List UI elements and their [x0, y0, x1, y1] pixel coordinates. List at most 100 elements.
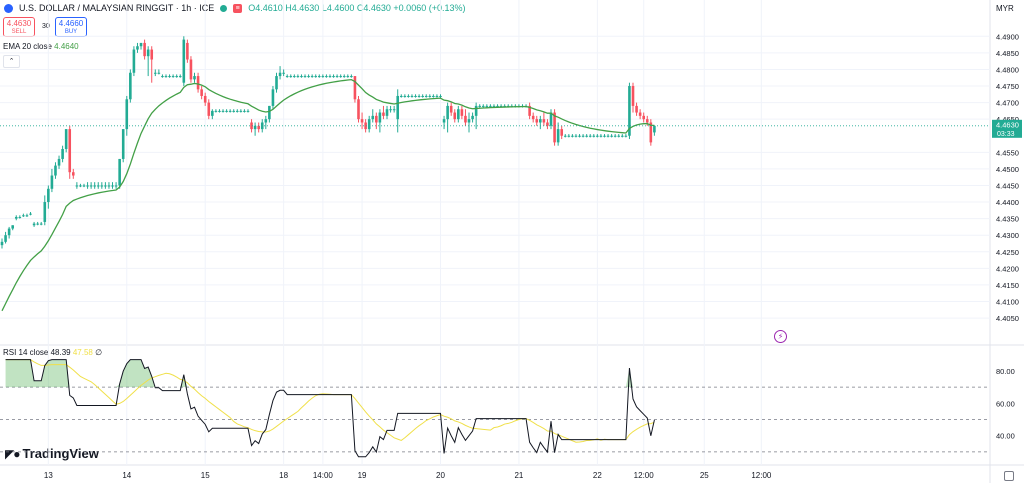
- lightning-icon[interactable]: ⚡: [774, 330, 787, 343]
- price-tick-label: 4.4100: [996, 298, 1019, 307]
- tradingview-mark-icon: ◤●: [5, 446, 21, 461]
- price-label-box: [992, 119, 1022, 138]
- candle-body: [75, 185, 79, 187]
- change-value: +0.0060 (+0.13%): [393, 3, 466, 13]
- rsi-legend[interactable]: RSI 14 close 48.39 47.58 ∅: [3, 348, 102, 357]
- candle-body: [367, 119, 371, 130]
- candle-body: [453, 112, 457, 120]
- collapse-legend-button[interactable]: ⌃: [3, 55, 20, 68]
- candle-body: [225, 110, 228, 112]
- candle-body: [474, 105, 478, 116]
- close-value: C4.4630: [356, 3, 391, 13]
- candle-body: [143, 42, 146, 57]
- candle-body: [467, 119, 471, 123]
- candle-body: [171, 76, 175, 78]
- candle-body: [399, 95, 403, 97]
- candle-body: [385, 109, 389, 116]
- tradingview-logo: ◤● TradingView: [5, 446, 99, 461]
- candle-body: [257, 125, 260, 130]
- candle-body: [182, 39, 186, 83]
- candle-body: [446, 105, 449, 120]
- high-value: H4.4630: [285, 3, 320, 13]
- candle-body: [129, 72, 132, 100]
- candle-body: [628, 86, 631, 136]
- candle-body: [392, 109, 396, 111]
- currency-label[interactable]: MYR: [996, 4, 1014, 13]
- price-tick-label: 4.4350: [996, 215, 1019, 224]
- candle-body: [371, 115, 375, 120]
- price-tick-label: 4.4800: [996, 65, 1019, 74]
- candle-body: [207, 102, 211, 116]
- candle-body: [282, 72, 285, 74]
- candle-body: [471, 115, 474, 120]
- candle-body: [228, 110, 232, 112]
- candle-body: [375, 115, 378, 123]
- candle-body: [278, 72, 282, 77]
- ema-legend-name: EMA 20 close: [3, 42, 52, 51]
- time-tick-label: 14:00: [313, 471, 334, 480]
- buy-label: BUY: [64, 29, 78, 35]
- candle-body: [581, 135, 585, 137]
- candle-body: [289, 76, 293, 78]
- candle-body: [25, 215, 29, 217]
- price-tick-label: 4.4550: [996, 148, 1019, 157]
- candle-body: [96, 185, 100, 187]
- candle-body: [635, 105, 638, 113]
- candle-body: [617, 135, 621, 137]
- candle-body: [556, 129, 560, 143]
- time-tick-label: 18: [279, 471, 288, 480]
- time-tick-label: 20: [436, 471, 445, 480]
- candle-body: [499, 105, 503, 107]
- candle-body: [136, 46, 139, 50]
- candle-body: [107, 185, 111, 187]
- price-tick-label: 4.4200: [996, 264, 1019, 273]
- buy-price: 4.4660: [58, 19, 84, 28]
- candle-body: [496, 105, 499, 107]
- candle-body: [424, 95, 428, 97]
- candle-body: [214, 110, 218, 112]
- candle-body: [54, 165, 57, 176]
- candle-body: [307, 76, 310, 78]
- candle-body: [353, 76, 357, 100]
- market-open-icon: [220, 4, 228, 12]
- candle-body: [7, 228, 11, 236]
- candle-body: [653, 125, 656, 133]
- candle-body: [410, 95, 414, 97]
- candle-body: [221, 110, 225, 112]
- candle-body: [481, 105, 485, 107]
- candle-body: [189, 59, 193, 80]
- candle-body: [464, 115, 467, 123]
- ema-legend[interactable]: EMA 20 close 4.4640: [3, 42, 79, 51]
- price-tick-label: 4.4750: [996, 82, 1019, 91]
- candle-body: [157, 72, 161, 74]
- chart-header: U.S. DOLLAR / MALAYSIAN RINGGIT · 1h · I…: [4, 3, 465, 13]
- candle-body: [86, 185, 89, 187]
- candle-body: [243, 110, 246, 112]
- rsi-tick-label: 60.00: [996, 399, 1015, 408]
- candle-body: [114, 185, 118, 187]
- logo-text: TradingView: [22, 446, 99, 461]
- settings-icon[interactable]: [1004, 471, 1014, 481]
- candle-body: [328, 76, 332, 78]
- candle-body: [546, 122, 549, 126]
- candle-body: [29, 213, 32, 215]
- candle-body: [603, 135, 606, 137]
- data-warning-icon[interactable]: ≡: [233, 3, 243, 13]
- candle-body: [275, 76, 278, 90]
- time-tick-label: 12:00: [751, 471, 772, 480]
- candle-body: [428, 95, 432, 97]
- candle-body: [563, 135, 567, 137]
- rsi-ma-value: 47.58: [72, 348, 93, 357]
- candle-body: [61, 149, 64, 159]
- candle-body: [631, 86, 635, 106]
- candle-body: [435, 95, 439, 97]
- candle-body: [121, 129, 125, 159]
- sell-button[interactable]: 4.4630 SELL: [3, 17, 35, 37]
- price-tick-label: 4.4250: [996, 248, 1019, 257]
- candle-body: [442, 119, 446, 123]
- price-tick-label: 4.4850: [996, 49, 1019, 58]
- symbol-title[interactable]: U.S. DOLLAR / MALAYSIAN RINGGIT · 1h · I…: [19, 3, 215, 13]
- price-tick-label: 4.4650: [996, 115, 1019, 124]
- candle-body: [93, 185, 96, 187]
